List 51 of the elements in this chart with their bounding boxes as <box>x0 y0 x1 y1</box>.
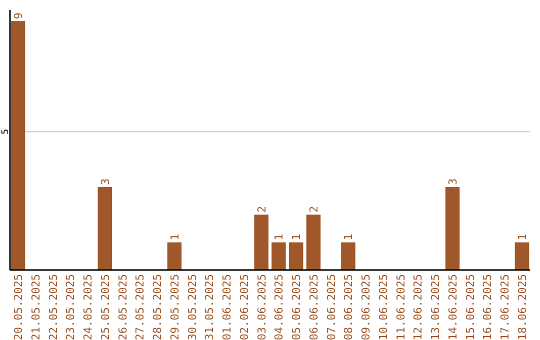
bar <box>254 214 268 270</box>
data-label: 1 <box>290 234 304 240</box>
bar <box>288 242 304 270</box>
x-tick-label: 30.05.2025 <box>186 274 199 340</box>
bar <box>272 242 286 270</box>
x-tick-label: 09.06.2025 <box>360 274 373 340</box>
x-tick-label: 31.05.2025 <box>203 274 216 340</box>
bar <box>167 242 182 270</box>
bar <box>445 187 460 270</box>
x-tick-label: 12.06.2025 <box>412 274 425 340</box>
data-label: 9 <box>12 12 25 20</box>
x-tick-label: 29.05.2025 <box>168 274 182 340</box>
x-tick-label: 24.05.2025 <box>82 274 95 340</box>
data-label: 1 <box>272 234 286 240</box>
x-tick-label: 07.06.2025 <box>324 274 338 340</box>
bar <box>306 214 321 270</box>
data-label: 3 <box>446 178 460 186</box>
x-tick-label: 02.06.2025 <box>238 274 251 340</box>
data-label: 1 <box>516 234 530 240</box>
x-tick-label: 05.06.2025 <box>290 274 304 340</box>
x-tick-label: 20.05.2025 <box>12 274 25 340</box>
bar <box>341 242 356 270</box>
x-tick-label: 06.06.2025 <box>307 274 320 340</box>
x-tick-label: 17.06.2025 <box>498 274 512 340</box>
bar <box>10 21 26 270</box>
x-tick-label: 04.06.2025 <box>272 274 286 340</box>
x-tick-label: 01.06.2025 <box>220 274 234 340</box>
data-label: 1 <box>168 234 182 240</box>
x-tick-label: 28.05.2025 <box>151 274 164 340</box>
data-label: 2 <box>255 206 268 213</box>
data-label: 3 <box>98 178 112 186</box>
x-tick-label: 10.06.2025 <box>376 274 390 340</box>
x-tick-label: 21.05.2025 <box>29 274 42 340</box>
x-tick-label: 22.05.2025 <box>46 274 60 340</box>
bar <box>514 242 530 270</box>
x-tick-label: 11.06.2025 <box>394 274 408 340</box>
x-tick-label: 23.05.2025 <box>64 274 78 340</box>
bar <box>98 187 112 270</box>
x-tick-label: 13.06.2025 <box>429 274 442 340</box>
y-tick-label: 5 <box>1 128 11 134</box>
x-tick-label: 14.06.2025 <box>446 274 460 340</box>
x-tick-label: 15.06.2025 <box>464 274 477 340</box>
x-tick-label: 03.06.2025 <box>255 274 268 340</box>
x-tick-label: 08.06.2025 <box>342 274 356 340</box>
x-tick-label: 26.05.2025 <box>116 274 130 340</box>
data-label: 2 <box>307 206 320 213</box>
x-tick-label: 18.06.2025 <box>516 274 530 340</box>
x-tick-label: 16.06.2025 <box>481 274 494 340</box>
x-tick-label: 25.05.2025 <box>98 274 112 340</box>
data-label: 1 <box>342 234 356 240</box>
x-tick-label: 27.05.2025 <box>134 274 147 340</box>
